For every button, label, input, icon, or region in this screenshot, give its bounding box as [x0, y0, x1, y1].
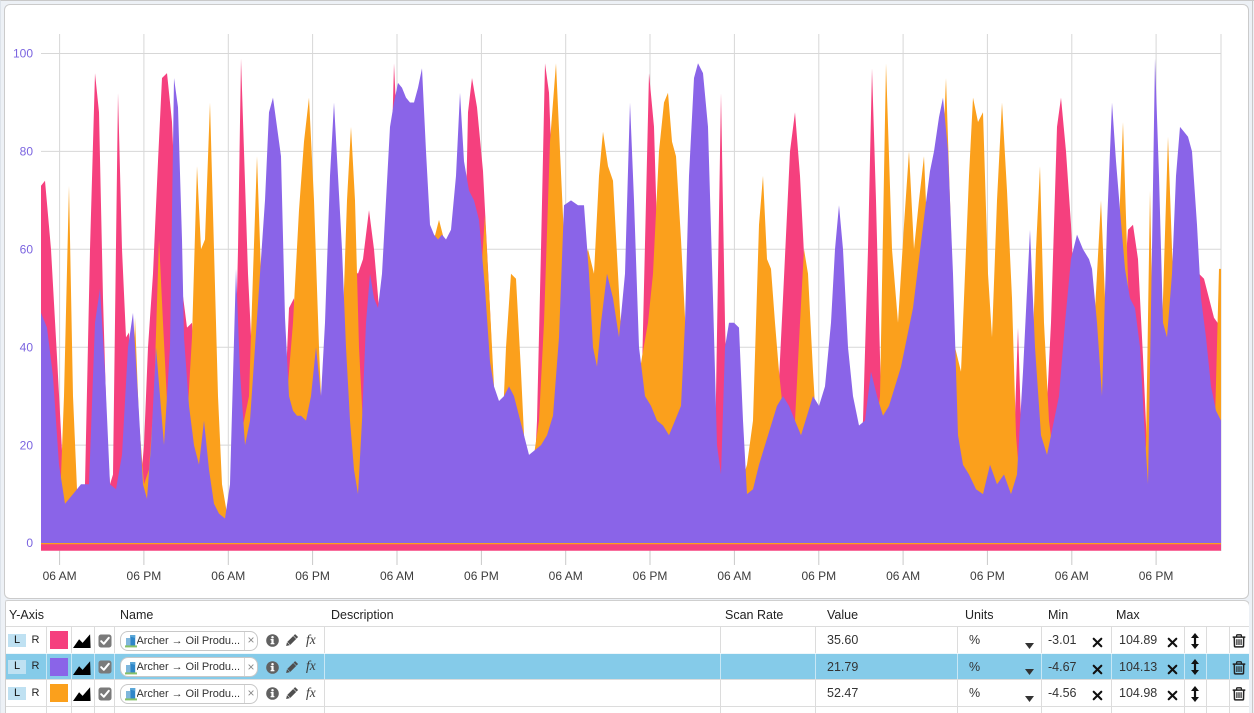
svg-text:06 PM: 06 PM — [970, 569, 1005, 583]
svg-text:20: 20 — [20, 438, 34, 452]
svg-text:06 AM: 06 AM — [211, 569, 245, 583]
svg-text:06 PM: 06 PM — [801, 569, 836, 583]
svg-text:06 AM: 06 AM — [717, 569, 751, 583]
svg-text:80: 80 — [20, 145, 34, 159]
svg-text:06 AM: 06 AM — [549, 569, 583, 583]
svg-text:0: 0 — [26, 536, 33, 550]
svg-text:100: 100 — [13, 47, 33, 61]
svg-text:06 PM: 06 PM — [1139, 569, 1174, 583]
svg-text:06 PM: 06 PM — [127, 569, 162, 583]
svg-text:60: 60 — [20, 243, 34, 257]
svg-text:06 PM: 06 PM — [464, 569, 499, 583]
svg-text:06 PM: 06 PM — [633, 569, 668, 583]
svg-text:06 AM: 06 AM — [43, 569, 77, 583]
svg-text:06 PM: 06 PM — [295, 569, 330, 583]
svg-text:06 AM: 06 AM — [886, 569, 920, 583]
svg-text:06 AM: 06 AM — [1055, 569, 1089, 583]
svg-text:40: 40 — [20, 340, 34, 354]
svg-text:06 AM: 06 AM — [380, 569, 414, 583]
